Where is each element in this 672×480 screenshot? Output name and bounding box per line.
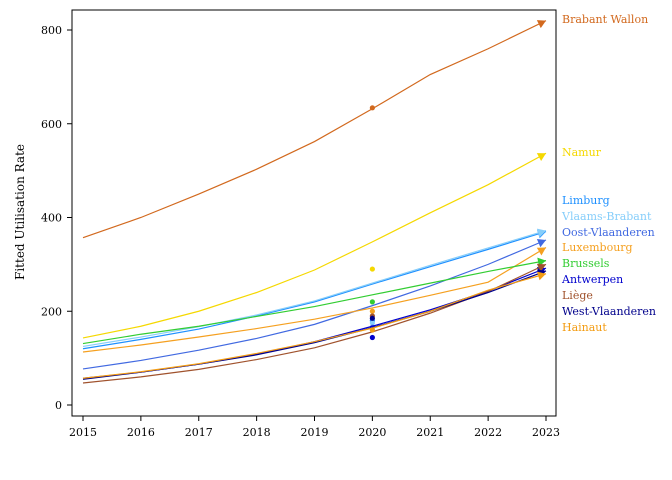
y-tick-label: 800: [41, 24, 62, 37]
y-tick-label: 400: [41, 212, 62, 225]
series-line: [82, 246, 547, 353]
series-arrowhead: [537, 228, 546, 238]
x-tick-label: 2018: [243, 426, 271, 439]
series-label: Hainaut: [562, 321, 607, 334]
x-tick-label: 2016: [127, 426, 155, 439]
observed-point: [369, 315, 375, 321]
observed-point: [369, 308, 375, 314]
series-label: Oost-Vlaanderen: [562, 226, 655, 239]
series-label: Luxembourg: [562, 241, 633, 254]
series-label: Vlaams-Brabant: [561, 210, 652, 223]
series-arrowhead: [536, 247, 546, 256]
series-label: Brabant Wallon: [562, 13, 648, 26]
series-label: Namur: [562, 146, 602, 159]
series-arrowhead: [536, 263, 546, 272]
series-line: [82, 273, 547, 379]
y-tick-label: 0: [55, 399, 62, 412]
observed-point: [369, 299, 375, 305]
x-tick-label: 2021: [416, 426, 444, 439]
x-tick-label: 2017: [185, 426, 213, 439]
end-labels: Brabant Wallon Namur Limburg Vlaams-Brabant…: [561, 13, 656, 334]
observed-point: [369, 320, 375, 326]
y-axis-title: Fitted Utilisation Rate: [13, 144, 27, 280]
plot-frame: [71, 9, 557, 417]
axes: 2015 2016 2017 2018 2019 2020 2021 2022 2023 0 200…: [41, 9, 560, 439]
series-arrowhead: [536, 153, 546, 162]
x-tick-label: 2023: [532, 426, 560, 439]
y-tick-label: 600: [41, 118, 62, 131]
series-line: [82, 239, 547, 370]
observed-point: [369, 105, 375, 111]
observed-point: [369, 334, 375, 341]
series-line: [82, 230, 547, 350]
series-label: Liège: [562, 289, 593, 302]
y-tick-label: 200: [41, 305, 62, 318]
observed-point: [369, 266, 375, 272]
series-line: [82, 260, 547, 345]
series-arrowhead: [536, 20, 546, 29]
x-tick-label: 2019: [301, 426, 329, 439]
observed-point: [369, 327, 375, 333]
series-line: [82, 152, 547, 339]
series-label: Brussels: [562, 257, 610, 270]
series-arrowhead: [537, 271, 546, 281]
series-line: [82, 230, 547, 347]
x-tick-label: 2022: [474, 426, 502, 439]
series-layer: [82, 20, 547, 384]
series-line: [82, 270, 547, 380]
series-label: West-Vlaanderen: [562, 305, 656, 318]
x-tick-label: 2015: [69, 426, 97, 439]
x-tick-label: 2020: [358, 426, 386, 439]
series-arrowhead: [536, 238, 546, 248]
series-label: Limburg: [562, 194, 610, 207]
series-line: [82, 20, 547, 239]
series-label: Antwerpen: [561, 273, 623, 286]
